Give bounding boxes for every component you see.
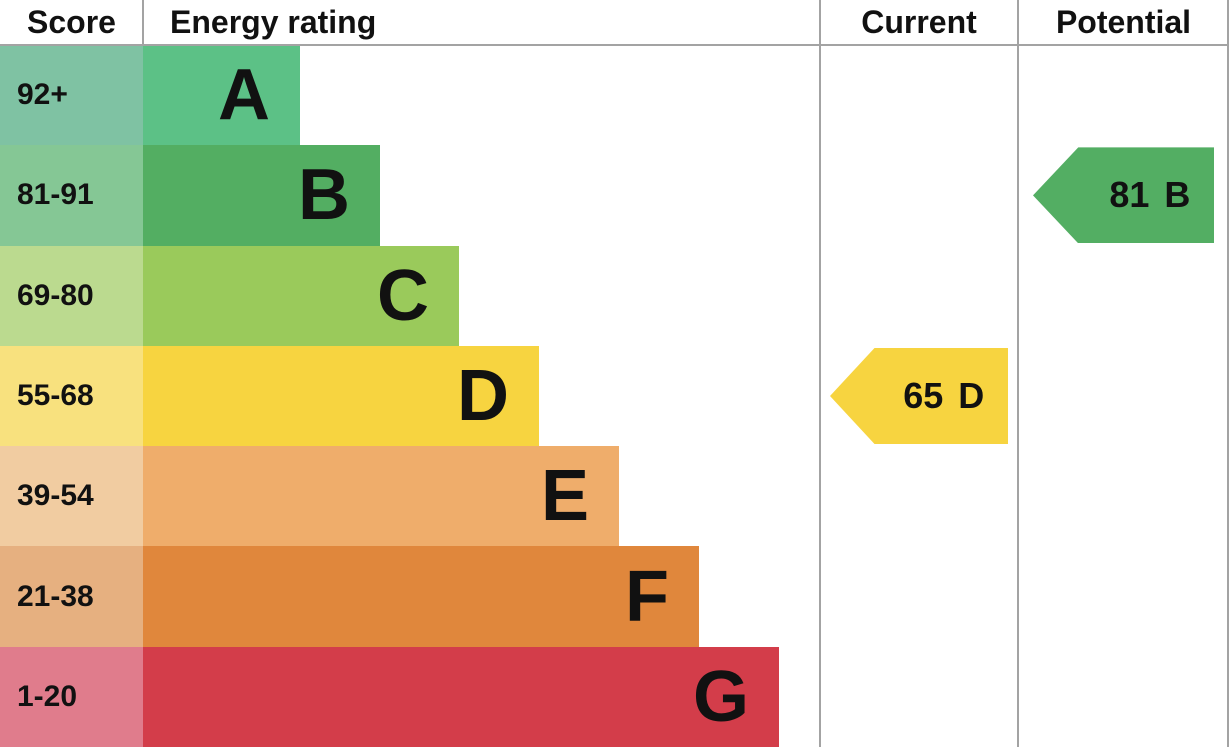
band-row-e: 39-54 E <box>0 446 1229 547</box>
header-row: Score Energy rating Current Potential <box>0 0 1229 45</box>
current-column-divider <box>819 0 821 747</box>
band-area-g: G <box>143 646 820 747</box>
current-rating-value: 65 <box>903 374 944 416</box>
band-letter-e: E <box>540 456 589 537</box>
band-letter-d: D <box>457 355 509 436</box>
current-cell-b <box>820 145 1018 245</box>
band-letter-a: A <box>218 55 270 136</box>
score-range-label-e: 39-54 <box>0 446 143 547</box>
header-underline <box>0 44 1229 46</box>
potential-cell-d <box>1018 346 1229 446</box>
potential-cell-g <box>1018 647 1229 747</box>
energy-band-bar-a: A <box>143 45 300 146</box>
potential-cell-f <box>1018 546 1229 646</box>
potential-column-divider <box>1017 0 1019 747</box>
score-column-divider <box>142 0 144 45</box>
band-letter-f: F <box>625 556 669 637</box>
energy-band-bar-b: B <box>143 145 380 246</box>
header-current-label: Current <box>861 4 977 40</box>
energy-band-bar-c: C <box>143 245 459 346</box>
current-cell-g <box>820 647 1018 747</box>
current-rating-grade: D <box>958 374 985 416</box>
band-row-a: 92+ A <box>0 45 1229 146</box>
current-cell-a <box>820 45 1018 145</box>
band-row-f: 21-38 F <box>0 546 1229 647</box>
band-row-b: 81-91 B 81 B <box>0 145 1229 246</box>
potential-rating-grade: B <box>1164 174 1191 216</box>
band-area-a: A <box>143 45 820 146</box>
current-cell-e <box>820 446 1018 546</box>
band-row-d: 55-68 D 65 D <box>0 345 1229 447</box>
band-area-c: C <box>143 245 820 346</box>
header-score-label: Score <box>27 4 116 40</box>
energy-band-bar-d: D <box>143 345 539 447</box>
score-range-label-d: 55-68 <box>0 345 143 447</box>
score-range-label-b: 81-91 <box>0 145 143 246</box>
potential-cell-c <box>1018 246 1229 346</box>
potential-rating-value: 81 <box>1109 174 1150 216</box>
band-letter-c: C <box>377 255 429 336</box>
band-area-d: D <box>143 345 820 447</box>
score-range-label-g: 1-20 <box>0 646 143 747</box>
current-cell-d: 65 D <box>820 346 1018 446</box>
band-area-f: F <box>143 546 820 647</box>
score-range-label-c: 69-80 <box>0 245 143 346</box>
potential-cell-a <box>1018 45 1229 145</box>
potential-cell-e <box>1018 446 1229 546</box>
current-rating-arrow: 65 D <box>830 347 1008 444</box>
band-rows: 92+ A 81-91 B 81 B <box>0 45 1229 747</box>
score-range-label-f: 21-38 <box>0 546 143 647</box>
current-cell-f <box>820 546 1018 646</box>
right-border-line <box>1227 0 1229 747</box>
potential-cell-b: 81 B <box>1018 145 1229 245</box>
energy-band-bar-g: G <box>143 646 779 747</box>
band-letter-b: B <box>298 155 350 236</box>
band-area-e: E <box>143 446 820 547</box>
band-letter-g: G <box>692 656 749 737</box>
header-energy-rating-label: Energy rating <box>170 4 377 40</box>
header-potential-label: Potential <box>1055 4 1192 40</box>
energy-band-bar-e: E <box>143 446 619 547</box>
band-area-b: B <box>143 145 820 246</box>
score-range-label-a: 92+ <box>0 45 143 146</box>
band-row-c: 69-80 C <box>0 245 1229 346</box>
potential-rating-arrow: 81 B <box>1033 147 1214 244</box>
energy-band-bar-f: F <box>143 546 699 647</box>
current-cell-c <box>820 246 1018 346</box>
band-row-g: 1-20 G <box>0 646 1229 747</box>
